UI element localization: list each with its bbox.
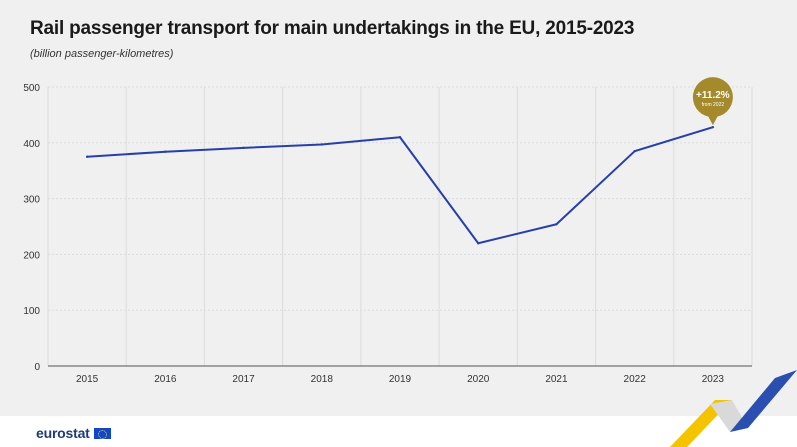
logo-text: eurostat [36,425,90,441]
x-tick-label: 2017 [232,374,255,385]
data-point [320,143,323,146]
chart-card [0,0,797,416]
y-tick-label: 400 [23,139,40,150]
chart-subtitle: (billion passenger-kilometres) [30,48,174,60]
x-tick-label: 2015 [76,374,99,385]
data-point [555,223,558,226]
data-point [242,146,245,150]
x-tick-label: 2018 [311,374,334,385]
x-tick-label: 2022 [624,374,647,385]
x-tick-label: 2019 [389,374,412,385]
y-tick-label: 100 [23,306,40,317]
eurostat-swoosh-icon [670,370,797,447]
data-point [164,150,167,153]
callout-value: +11.2% [696,90,730,101]
eurostat-logo: eurostat [36,425,111,441]
line-chart: 0 100 200 300 400 500 2015 2016 2017 2018 2019 2020… [23,77,753,385]
data-point [711,125,715,129]
series-line [87,126,714,245]
x-tick-label: 2016 [154,374,177,385]
callout-bubble [692,77,733,118]
data-point [633,149,636,153]
footer [0,416,797,447]
y-tick-label: 0 [34,362,40,373]
chart-title: Rail passenger transport for main undert… [30,18,635,39]
x-tick-label: 2020 [467,374,490,385]
data-point [477,242,480,245]
data-point [85,155,89,158]
data-point [398,136,402,139]
x-tick-label: 2023 [702,374,725,385]
callout-note: from 2022 [702,102,725,108]
x-tick-label: 2021 [545,374,568,385]
eu-flag-icon [93,427,111,439]
y-tick-label: 200 [23,250,40,261]
y-tick-label: 500 [23,83,40,94]
y-tick-label: 300 [23,195,40,206]
